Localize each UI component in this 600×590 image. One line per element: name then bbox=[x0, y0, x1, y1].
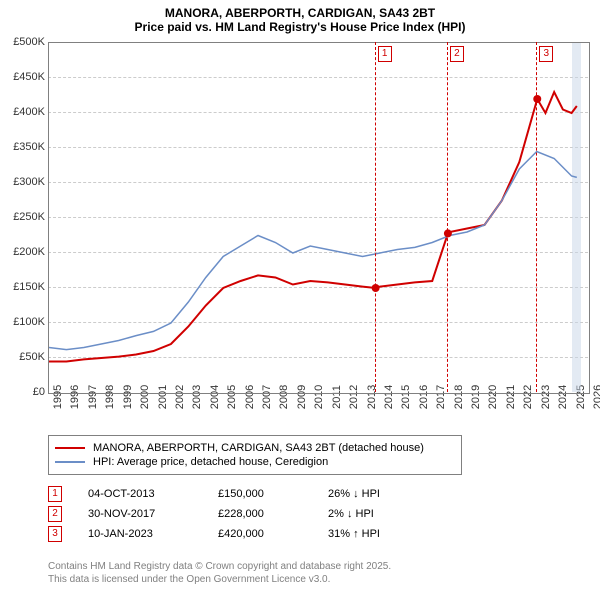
footer-line1: Contains HM Land Registry data © Crown c… bbox=[48, 560, 391, 573]
chart-lines bbox=[49, 43, 589, 393]
y-tick-label: £250K bbox=[13, 211, 45, 223]
marker-label-2: 2 bbox=[450, 46, 464, 62]
series-hpi bbox=[49, 152, 577, 350]
transaction-price: £228,000 bbox=[218, 508, 328, 520]
y-tick-label: £500K bbox=[13, 36, 45, 48]
y-tick-label: £450K bbox=[13, 71, 45, 83]
transaction-table: 1 04-OCT-2013£150,00026% ↓ HPI 2 30-NOV-201… bbox=[48, 482, 428, 546]
y-tick-label: £350K bbox=[13, 141, 45, 153]
transaction-price: £420,000 bbox=[218, 528, 328, 540]
y-tick-label: £400K bbox=[13, 106, 45, 118]
transaction-diff: 26% ↓ HPI bbox=[328, 488, 428, 500]
y-tick-label: £0 bbox=[33, 386, 45, 398]
footer-attribution: Contains HM Land Registry data © Crown c… bbox=[48, 560, 391, 586]
transaction-marker: 2 bbox=[48, 506, 62, 522]
transaction-marker: 3 bbox=[48, 526, 62, 542]
legend-swatch bbox=[55, 447, 85, 449]
marker-line-2 bbox=[447, 42, 448, 392]
chart-container: MANORA, ABERPORTH, CARDIGAN, SA43 2BT Pr… bbox=[0, 0, 600, 590]
series-property bbox=[49, 92, 577, 362]
transaction-diff: 31% ↑ HPI bbox=[328, 528, 428, 540]
marker-dot-2 bbox=[444, 229, 452, 237]
transaction-row: 3 10-JAN-2023£420,00031% ↑ HPI bbox=[48, 526, 428, 542]
legend: MANORA, ABERPORTH, CARDIGAN, SA43 2BT (d… bbox=[48, 435, 462, 475]
footer-line2: This data is licensed under the Open Gov… bbox=[48, 573, 391, 586]
transaction-row: 2 30-NOV-2017£228,0002% ↓ HPI bbox=[48, 506, 428, 522]
marker-dot-1 bbox=[372, 284, 380, 292]
transaction-date: 30-NOV-2017 bbox=[88, 508, 218, 520]
x-tick-label: 2026 bbox=[592, 385, 600, 409]
legend-item: MANORA, ABERPORTH, CARDIGAN, SA43 2BT (d… bbox=[55, 442, 455, 454]
y-tick-label: £300K bbox=[13, 176, 45, 188]
marker-label-1: 1 bbox=[378, 46, 392, 62]
transaction-row: 1 04-OCT-2013£150,00026% ↓ HPI bbox=[48, 486, 428, 502]
y-tick-label: £100K bbox=[13, 316, 45, 328]
legend-label: HPI: Average price, detached house, Cere… bbox=[93, 456, 328, 468]
transaction-price: £150,000 bbox=[218, 488, 328, 500]
transaction-diff: 2% ↓ HPI bbox=[328, 508, 428, 520]
plot-area bbox=[48, 42, 590, 394]
marker-line-1 bbox=[375, 42, 376, 392]
chart-subtitle: Price paid vs. HM Land Registry's House … bbox=[0, 20, 600, 34]
marker-label-3: 3 bbox=[539, 46, 553, 62]
y-tick-label: £150K bbox=[13, 281, 45, 293]
chart-title: MANORA, ABERPORTH, CARDIGAN, SA43 2BT bbox=[0, 0, 600, 20]
legend-label: MANORA, ABERPORTH, CARDIGAN, SA43 2BT (d… bbox=[93, 442, 424, 454]
transaction-marker: 1 bbox=[48, 486, 62, 502]
legend-item: HPI: Average price, detached house, Cere… bbox=[55, 456, 455, 468]
transaction-date: 10-JAN-2023 bbox=[88, 528, 218, 540]
transaction-date: 04-OCT-2013 bbox=[88, 488, 218, 500]
y-tick-label: £200K bbox=[13, 246, 45, 258]
legend-swatch bbox=[55, 461, 85, 463]
marker-line-3 bbox=[536, 42, 537, 392]
marker-dot-3 bbox=[533, 95, 541, 103]
y-tick-label: £50K bbox=[19, 351, 45, 363]
